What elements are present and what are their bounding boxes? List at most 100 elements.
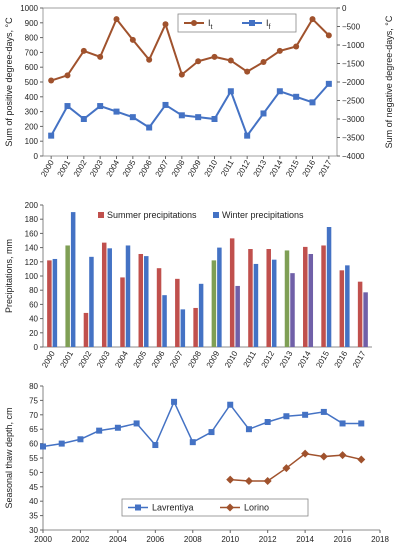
bar-winter (198, 283, 204, 347)
x-tick-label: 2000 (40, 349, 57, 369)
x-tick-label: 2010 (221, 535, 239, 544)
bar-summer (229, 238, 235, 347)
y-tick-label: 200 (25, 201, 39, 210)
bar-summer (193, 307, 198, 347)
legend-marker-lorino (226, 503, 234, 512)
data-point-lorino (301, 449, 310, 458)
bar-summer (266, 249, 271, 347)
data-point-lavrentiya (264, 419, 271, 425)
legend-label-winter: Winter precipitations (222, 210, 304, 220)
data-point-lavrentiya (77, 436, 84, 443)
data-point-lorino (357, 455, 366, 464)
x-tick-label: 2000 (39, 158, 56, 178)
bar-summer (83, 312, 89, 347)
y2-tick-label: −2000 (342, 78, 365, 87)
bar-winter (52, 258, 58, 347)
data-point-If (178, 112, 185, 119)
data-point-It (178, 71, 185, 78)
data-point-If (146, 124, 153, 131)
data-point-If (48, 132, 55, 139)
series-line-If (50, 83, 330, 138)
data-point-lavrentiya (302, 411, 309, 418)
x-tick-label: 2007 (154, 158, 171, 178)
legend-label-summer: Summer precipitations (107, 210, 197, 220)
data-point-If (260, 110, 267, 117)
legend-marker-If (249, 20, 255, 26)
y-tick-label: 40 (29, 315, 38, 324)
data-point-If (211, 116, 218, 122)
data-point-If (162, 101, 169, 108)
y2-tick-label: −3500 (342, 134, 365, 143)
data-point-If (325, 80, 332, 87)
x-tick-label: 2003 (95, 349, 112, 369)
legend-box (121, 498, 309, 517)
y-tick-label: 100 (25, 272, 39, 281)
data-point-lavrentiya (320, 408, 327, 415)
bar-summer (101, 242, 107, 347)
bar-winter (308, 253, 314, 347)
y2-axis-title: Sum of negative degree-days, °C (384, 15, 394, 148)
data-point-It (80, 47, 87, 54)
x-tick-label: 2017 (317, 158, 334, 178)
bar-winter (89, 256, 94, 347)
data-point-If (195, 114, 202, 121)
y2-tick-label: −4000 (342, 152, 365, 161)
y-tick-label: 500 (25, 78, 39, 87)
data-point-lavrentiya (133, 420, 140, 427)
data-point-It (146, 56, 153, 63)
x-tick-label: 2007 (168, 349, 185, 369)
data-point-It (195, 58, 202, 65)
legend-swatch-summer (98, 212, 104, 218)
x-tick-label: 2006 (150, 349, 167, 369)
y-tick-label: 140 (25, 244, 39, 253)
x-tick-label: 2005 (121, 158, 138, 178)
bar-winter (290, 273, 295, 347)
chart-degree-days: 0 100 200 300 400 500 600 700 800 900 1000 −4000 −35… (4, 4, 394, 178)
data-point-lavrentiya (58, 440, 65, 447)
bar-winter (125, 245, 131, 347)
bar-summer (357, 281, 363, 347)
data-point-lavrentiya (283, 413, 290, 420)
data-point-If (227, 88, 234, 95)
data-point-lavrentiya (189, 439, 196, 446)
y2-tick-label: −1000 (342, 41, 365, 50)
y-tick-label: 80 (29, 286, 38, 295)
data-point-It (64, 72, 71, 79)
bar-summer (248, 249, 253, 347)
bar-winter (70, 212, 76, 347)
x-tick-label: 2016 (333, 349, 350, 369)
data-point-It (227, 57, 234, 64)
x-tick-label: 2001 (58, 349, 75, 369)
x-tick-label: 2008 (170, 158, 187, 178)
bar-winter (253, 263, 259, 347)
data-point-lorino (319, 452, 328, 461)
x-tick-label: 2014 (296, 349, 313, 369)
bar-summer (156, 268, 162, 347)
data-point-If (80, 116, 87, 122)
data-point-It (260, 59, 267, 66)
data-point-If (309, 99, 316, 106)
x-tick-label: 2002 (72, 535, 90, 544)
x-tick-label: 2004 (109, 535, 127, 544)
y-axis-title: Sum of positive degree-days, °C (4, 17, 14, 147)
x-tick-label: 2002 (72, 158, 89, 178)
x-tick-label: 2009 (205, 349, 222, 369)
x-tick-label: 2012 (235, 158, 252, 178)
y-tick-label: 60 (29, 300, 38, 309)
y2-tick-label: −1500 (342, 60, 365, 69)
y-tick-label: 100 (25, 137, 39, 146)
data-point-It (293, 43, 300, 50)
legend-label-lorino: Lorino (244, 503, 269, 513)
data-point-It (97, 53, 104, 60)
bar-winter (144, 256, 149, 347)
x-tick-label: 2003 (88, 158, 105, 178)
bar-summer (138, 253, 144, 347)
data-point-It (309, 16, 316, 23)
y-tick-label: 800 (25, 34, 39, 43)
legend-label-lavrentiya: Lavrentiya (152, 503, 194, 513)
y-tick-label: 30 (29, 526, 38, 535)
y-tick-label: 120 (25, 258, 39, 267)
y-tick-label: 75 (29, 396, 38, 405)
data-point-lavrentiya (339, 420, 346, 427)
